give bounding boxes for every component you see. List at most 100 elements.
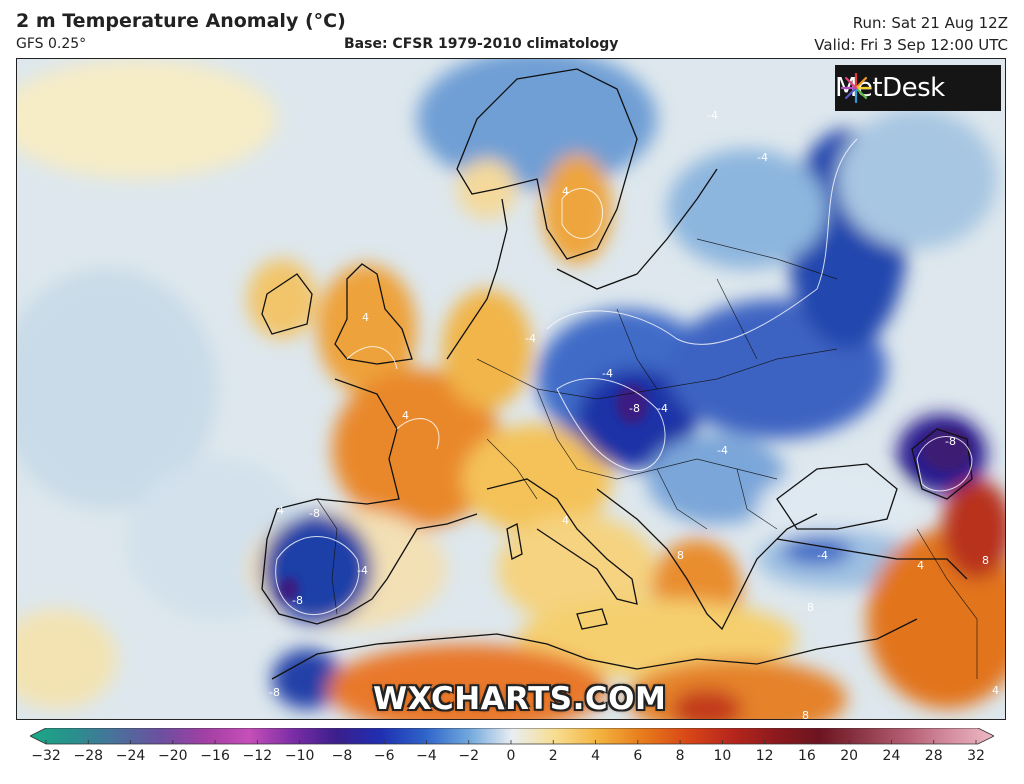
border — [616, 238, 838, 390]
iberia-cold-anomaly — [272, 649, 342, 709]
colorbar-tick-label: −10 — [284, 748, 315, 764]
border — [486, 438, 778, 530]
country-borders — [316, 238, 978, 679]
france-warm-anomaly — [332, 369, 502, 529]
italy-warm-anomaly — [497, 514, 657, 624]
map-label: -8 — [269, 686, 280, 699]
colorbar — [30, 728, 994, 745]
colorbar-tick-label: 20 — [840, 748, 859, 764]
atlantic-cool-patch — [17, 269, 217, 509]
metdesk-logo: MetDesk — [835, 65, 1001, 111]
run-time-label: Run: Sat 21 Aug 12Z — [852, 14, 1008, 32]
map-label: 4 — [362, 311, 369, 324]
border — [536, 388, 778, 480]
colorbar-tick-label: 12 — [755, 748, 774, 764]
baltic-cool-anomaly — [667, 149, 827, 269]
colorbar-tick-label: 28 — [924, 748, 943, 764]
caspian-coast — [911, 428, 973, 500]
sweden-warm-anomaly — [542, 154, 612, 264]
map-label: 8 — [802, 709, 809, 720]
colorbar-tick-label: −6 — [373, 748, 395, 764]
anomaly-map: -4 -4 -4 -4 -4 -4 -4 -4 -8 -8 -8 -8 -8 4… — [16, 58, 1006, 720]
map-label: 4 — [277, 504, 284, 517]
colorbar-tick-label: −2 — [458, 748, 480, 764]
atlantic-warm-patch — [17, 609, 117, 709]
colorbar-tick-marks — [45, 740, 977, 744]
western-europe-coast — [261, 378, 478, 625]
colorbar-tick-label: 6 — [633, 748, 643, 764]
hungary-extreme-cold — [616, 384, 648, 424]
map-label: -8 — [292, 594, 303, 607]
map-label: -4 — [717, 444, 728, 457]
chart-header: 2 m Temperature Anomaly (°C) GFS 0.25° B… — [0, 0, 1024, 60]
contour-line — [275, 536, 360, 616]
sardinia-coast — [506, 523, 523, 560]
colorbar-tick-label: −16 — [200, 748, 230, 764]
north-sea-coast — [446, 198, 508, 360]
contour-labels: -4 -4 -4 -4 -4 -4 -4 -4 -8 -8 -8 -8 -8 4… — [269, 109, 999, 720]
benelux-warm-anomaly — [442, 289, 532, 409]
map-label: 8 — [677, 549, 684, 562]
coastlines — [261, 68, 973, 680]
colorbar-tick-label: −28 — [73, 748, 104, 764]
map-label: 4 — [992, 684, 999, 697]
map-label: -4 — [657, 402, 668, 415]
contour-line — [346, 346, 440, 450]
map-label: 4 — [562, 514, 569, 527]
wxcharts-watermark: WXCHARTS.COM — [373, 681, 667, 717]
atlantic-warm-patch — [17, 59, 277, 179]
north-africa-hot-anomaly — [672, 689, 742, 719]
scandinavia-cool-anomaly — [417, 59, 657, 189]
italy-coast — [486, 478, 638, 605]
colorbar-tick-label: 10 — [713, 748, 732, 764]
colorbar-tick-label: −32 — [31, 748, 61, 764]
valid-time-label: Valid: Fri 3 Sep 12:00 UTC — [814, 36, 1008, 54]
climatology-base-label: Base: CFSR 1979-2010 climatology — [344, 36, 619, 52]
contour-line — [561, 188, 603, 239]
map-label: -4 — [525, 332, 536, 345]
north-africa-warm-anomaly — [327, 644, 607, 719]
map-label: 4 — [402, 409, 409, 422]
black-sea-coast — [776, 463, 898, 530]
turkey-coast — [776, 538, 968, 580]
caspian-extreme-cold — [922, 427, 972, 471]
map-label: 8 — [807, 601, 814, 614]
colorbar-tick-label: −8 — [331, 748, 353, 764]
northeast-cool-anomaly — [837, 109, 997, 249]
colorbar-tick-label: 16 — [797, 748, 816, 764]
map-label: -4 — [602, 367, 613, 380]
colorbar-tick-label: −4 — [416, 748, 437, 764]
balkans-coast — [596, 488, 818, 631]
colorbar-tick-label: 24 — [882, 748, 901, 764]
map-label: -8 — [629, 402, 640, 415]
map-label: -4 — [357, 564, 368, 577]
colorbar-tick-label: −24 — [115, 748, 146, 764]
map-canvas: -4 -4 -4 -4 -4 -4 -4 -4 -8 -8 -8 -8 -8 4… — [17, 59, 1005, 720]
sicily-coast — [576, 608, 608, 630]
colorbar-tick-label: 2 — [548, 748, 558, 764]
middle-east-hot-anomaly — [942, 479, 1005, 579]
contour-line — [546, 138, 858, 345]
colorbar-tick-label: 0 — [506, 748, 516, 764]
anomaly-contours — [275, 138, 973, 616]
iberia-extreme-cold — [279, 577, 299, 601]
map-label: 8 — [982, 554, 989, 567]
contour-line — [556, 378, 666, 472]
ireland-coast — [261, 273, 313, 335]
map-label: 4 — [917, 559, 924, 572]
chart-title: 2 m Temperature Anomaly (°C) — [16, 10, 346, 32]
border — [316, 498, 338, 615]
colorbar-ticks: −32 −28 −24 −20 −16 −12 −10 −8 −6 −4 −2 0 2 4 6 8 10 12 16… — [31, 744, 985, 764]
iberia-cold-anomaly — [262, 514, 372, 624]
map-label: -8 — [309, 507, 320, 520]
scandinavia-coast — [456, 68, 638, 260]
turkey-cold-anomaly — [782, 537, 852, 565]
colorbar-tick-label: −20 — [158, 748, 188, 764]
balkans-cool-anomaly — [647, 434, 787, 524]
map-label: 4 — [562, 185, 569, 198]
border — [916, 528, 978, 679]
colorbar-tick-label: 32 — [967, 748, 985, 764]
baltic-coast — [556, 168, 718, 290]
north-africa-coast — [271, 618, 918, 680]
anomaly-detail — [279, 384, 972, 601]
